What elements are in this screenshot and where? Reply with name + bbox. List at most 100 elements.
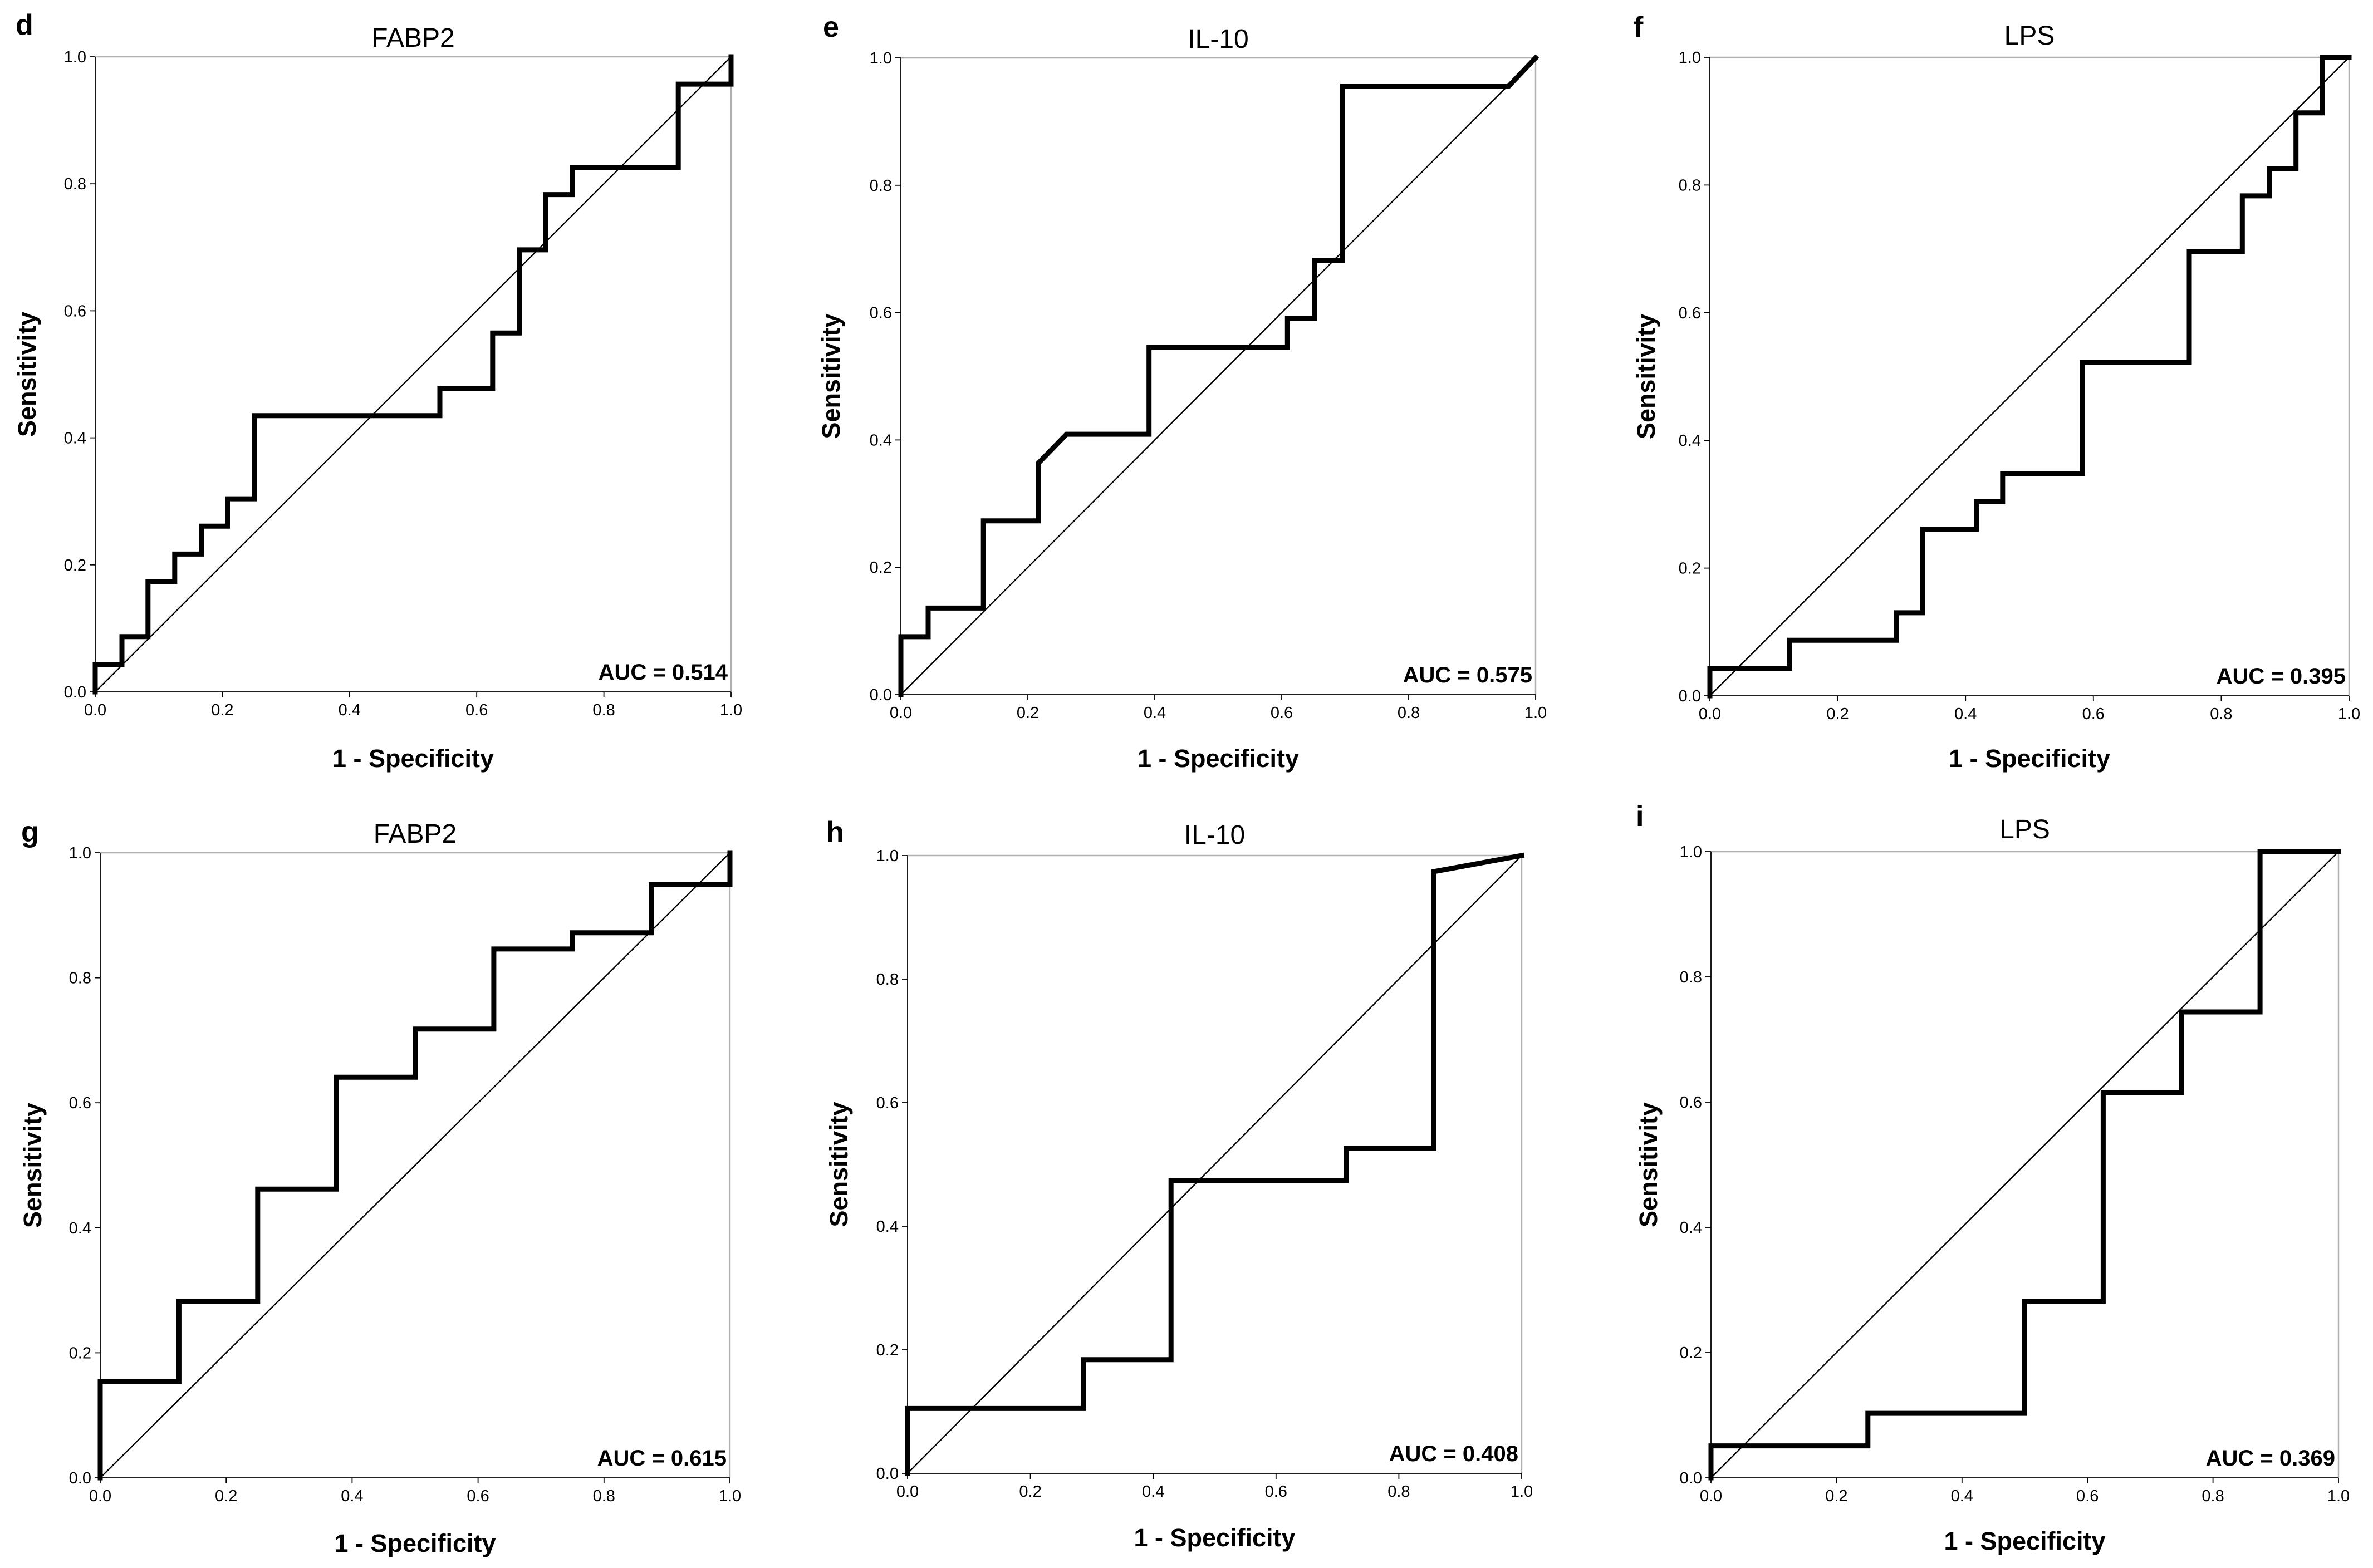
x-tick-label: 0.2 [215,1487,237,1505]
y-tick-label: 0.2 [64,557,86,574]
y-tick-label: 0.0 [870,686,892,704]
y-axis-label: Sensitivity [825,1102,853,1227]
reference-line [907,855,1522,1474]
y-tick-label: 1.0 [64,48,86,66]
x-tick-label: 0.2 [211,701,233,719]
y-tick-label: 0.2 [69,1344,91,1362]
x-tick-label: 1.0 [2327,1487,2350,1505]
x-tick-label: 0.6 [2082,705,2105,723]
auc-annotation: AUC = 0.514 [599,660,728,685]
x-tick-label: 0.0 [890,704,912,722]
x-tick-label: 0.0 [1700,1487,1722,1505]
y-tick-label: 0.4 [870,431,892,449]
x-axis-label: 1 - Specificity [1944,1527,2105,1555]
y-tick-label: 0.6 [870,304,892,322]
x-tick-label: 1.0 [1511,1483,1533,1501]
y-tick-label: 0.2 [1680,1344,1702,1362]
chart-title: FABP2 [374,819,457,849]
y-axis-label: Sensitivity [1634,1102,1663,1227]
y-tick-label: 1.0 [1680,843,1702,861]
chart-panel-d: d FABP2 0.0 0.2 0.4 0.6 0.8 1.0 0.0 0.2 0.4 0.6 0.8 1… [13,9,742,773]
x-tick-label: 0.0 [1699,705,1721,723]
y-tick-label: 0.0 [876,1465,899,1483]
x-tick-label: 0.6 [467,1487,489,1505]
x-tick-label: 0.0 [89,1487,111,1505]
roc-curve-line [905,852,1525,1476]
reference-line [1710,851,2339,1478]
y-tick-label: 0.6 [1679,304,1701,322]
x-axis-label: 1 - Specificity [1949,744,2110,773]
y-tick-label: 0.4 [1680,1219,1702,1237]
y-tick-label: 0.0 [69,1469,91,1487]
y-tick-label: 0.6 [876,1094,899,1112]
x-tick-label: 1.0 [719,1487,741,1505]
x-tick-label: 0.6 [1265,1483,1287,1501]
roc-curve-line [1707,55,2352,699]
x-axis-label: 1 - Specificity [334,1529,496,1557]
x-tick-label: 0.4 [341,1487,363,1505]
x-tick-label: 0.6 [1271,704,1293,722]
roc-curve-line [1708,849,2341,1481]
y-tick-label: 0.4 [64,430,86,448]
x-tick-label: 0.4 [1951,1487,1973,1505]
chart-title: LPS [2004,21,2055,51]
chart-panel-f: f LPS 0.0 0.2 0.4 0.6 0.8 1.0 0.0 0.2 0.4 0.6 0.8 1.0… [1632,11,2360,773]
auc-annotation: AUC = 0.369 [2206,1446,2335,1471]
x-tick-label: 1.0 [2338,705,2360,723]
x-tick-label: 0.8 [2210,705,2232,723]
roc-curve-line [97,850,733,1481]
roc-curve-line [92,54,734,695]
y-tick-label: 1.0 [69,844,91,862]
reference-line [1709,57,2350,696]
chart-panel-h: h IL-10 0.0 0.2 0.4 0.6 0.8 1.0 0.0 0.2 0.4 0.6 0.8 1… [825,816,1533,1552]
y-tick-label: 0.2 [876,1341,899,1359]
y-tick-label: 0.8 [876,971,899,989]
x-axis-label: 1 - Specificity [1134,1523,1295,1552]
x-tick-label: 0.4 [339,701,361,719]
chart-title: FABP2 [371,23,454,53]
y-tick-label: 0.2 [870,559,892,577]
x-tick-label: 0.4 [1954,705,1977,723]
chart-panel-e: e IL-10 0.0 0.2 0.4 0.6 0.8 1.0 0.0 0.2 0.4 0.6 0.8 1… [817,11,1547,773]
chart-title: LPS [1999,815,2050,844]
x-tick-label: 0.0 [896,1483,919,1501]
x-tick-label: 0.0 [84,701,106,719]
y-tick-label: 1.0 [1679,49,1701,67]
auc-annotation: AUC = 0.395 [2217,664,2346,689]
x-tick-label: 0.2 [1825,1487,1847,1505]
panel-letter: h [826,816,844,848]
y-axis-label: Sensitivity [13,312,41,437]
x-tick-label: 0.8 [593,1487,615,1505]
chart-title: IL-10 [1184,820,1245,850]
x-tick-label: 0.2 [1826,705,1849,723]
x-tick-label: 1.0 [720,701,742,719]
y-tick-label: 0.8 [1680,969,1702,986]
auc-annotation: AUC = 0.408 [1389,1442,1518,1466]
y-tick-label: 0.0 [1679,687,1701,705]
y-axis-label: Sensitivity [1632,314,1660,439]
reference-line [900,57,1536,695]
reference-line [100,852,730,1478]
y-tick-label: 0.4 [69,1220,91,1237]
x-tick-label: 0.4 [1142,1483,1164,1501]
x-tick-label: 1.0 [1524,704,1547,722]
y-axis-label: Sensitivity [18,1103,47,1228]
x-tick-label: 0.2 [1019,1483,1041,1501]
x-tick-label: 0.4 [1144,704,1166,722]
y-tick-label: 0.4 [876,1218,899,1236]
x-tick-label: 0.8 [1387,1483,1410,1501]
x-tick-label: 0.6 [465,701,488,719]
x-tick-label: 0.8 [2202,1487,2224,1505]
chart-panel-i: i LPS 0.0 0.2 0.4 0.6 0.8 1.0 0.0 0.2 0.4 0.6 0.8 1.0… [1634,800,2350,1555]
y-tick-label: 0.4 [1679,432,1701,450]
y-tick-label: 0.6 [69,1094,91,1112]
x-tick-label: 0.2 [1017,704,1039,722]
chart-panel-g: g FABP2 0.0 0.2 0.4 0.6 0.8 1.0 0.0 0.2 0.4 0.6 0.8 1… [18,816,741,1557]
panel-letter: d [16,9,33,41]
y-tick-label: 1.0 [876,847,899,865]
y-tick-label: 0.0 [1680,1469,1702,1487]
y-axis-label: Sensitivity [817,313,845,439]
y-tick-label: 1.0 [870,50,892,67]
x-tick-label: 0.8 [592,701,615,719]
